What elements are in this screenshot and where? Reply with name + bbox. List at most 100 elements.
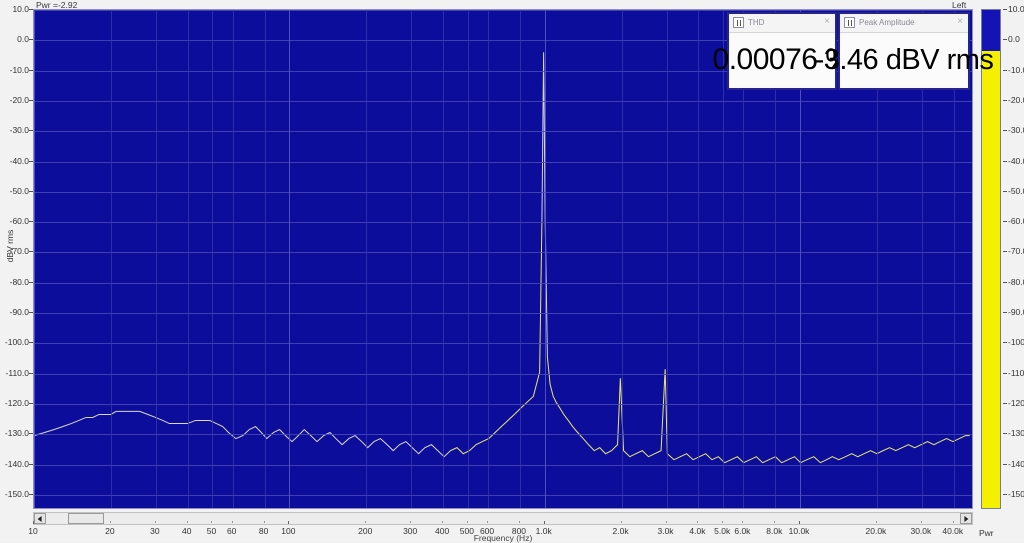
- y-axis-right-tick-label: -10.0: [1008, 64, 1024, 75]
- y-axis-tick-label: -30.0: [9, 125, 29, 136]
- grid-line-vertical: [366, 10, 368, 508]
- y-axis-tick-label: 0.0: [17, 34, 29, 45]
- x-axis-tick-label: 10.0k: [788, 526, 810, 536]
- y-axis-right-tick-mark: [1003, 251, 1007, 253]
- y-axis-tick-mark: [29, 463, 33, 465]
- y-axis: dBV rms 10.0 0.0 -10.0 -20.0 -30.0 -40.0 -50.0…: [0, 4, 33, 509]
- y-axis-tick-label: -50.0: [9, 185, 29, 196]
- x-axis-tick-label: 4.0k: [689, 526, 706, 536]
- y-axis-right-tick-label: 0.0: [1008, 34, 1020, 45]
- y-axis-tick-mark: [29, 160, 33, 162]
- grid-line-horizontal: [34, 222, 972, 224]
- y-axis-tick-label: -70.0: [9, 246, 29, 257]
- grid-line-vertical: [723, 10, 725, 508]
- x-axis-tick-mark: [952, 521, 954, 523]
- y-axis-tick-mark: [29, 281, 33, 283]
- grid-line-horizontal: [34, 373, 972, 375]
- scrollbar-thumb[interactable]: [68, 513, 104, 524]
- grid-line-horizontal: [34, 464, 972, 466]
- x-axis-tick-label: 200: [358, 526, 373, 536]
- grid-line-horizontal: [34, 252, 972, 254]
- grid-line-horizontal: [34, 70, 972, 72]
- y-axis-right-tick-mark: [1003, 281, 1007, 283]
- x-axis-tick-mark: [442, 521, 444, 523]
- y-axis-right-tick-mark: [1003, 99, 1007, 101]
- x-axis-tick-mark: [410, 521, 412, 523]
- x-axis-tick-label: 500: [459, 526, 474, 536]
- y-axis-right-tick-mark: [1003, 221, 1007, 223]
- thd-panel-titlebar: THD ×: [729, 14, 835, 33]
- x-axis-tick-mark: [154, 521, 156, 523]
- y-axis-tick-label: -150.0: [4, 488, 29, 499]
- spectrum-plot[interactable]: [33, 9, 973, 509]
- x-axis-tick-mark: [186, 521, 188, 523]
- thd-meter-panel[interactable]: THD × 0.00076 %: [712, 12, 852, 90]
- y-axis-right-tick-label: -150.0: [1008, 488, 1024, 499]
- thd-value: 0.00076 %: [712, 43, 852, 76]
- grid-line-vertical: [411, 10, 413, 508]
- y-axis-right-tick-mark: [1003, 39, 1007, 41]
- y-axis-right-tick-label: -60.0: [1008, 216, 1024, 227]
- grid-line-horizontal: [34, 494, 972, 496]
- y-axis-tick-mark: [29, 221, 33, 223]
- y-axis-right-tick-mark: [1003, 372, 1007, 374]
- grid-line-horizontal: [34, 131, 972, 133]
- x-axis-tick-label: 2.0k: [612, 526, 629, 536]
- y-axis-right: 10.0 0.0 -10.0 -20.0 -30.0 -40.0 -50.0 -60.0 -70…: [1003, 4, 1024, 509]
- x-axis-tick-label: 1.0k: [535, 526, 552, 536]
- x-axis-tick-mark: [543, 521, 545, 524]
- y-axis-right-tick-mark: [1003, 190, 1007, 192]
- grid-line-vertical: [775, 10, 777, 508]
- y-axis-tick-mark: [29, 342, 33, 344]
- x-axis-tick-mark: [742, 521, 744, 523]
- x-axis-tick-mark: [799, 521, 801, 524]
- y-axis-tick-label: -140.0: [4, 458, 29, 469]
- grid-line-vertical: [289, 10, 291, 508]
- y-axis-right-tick-label: 10.0: [1008, 4, 1024, 14]
- close-icon[interactable]: ×: [824, 16, 830, 27]
- y-axis-right-tick-label: -50.0: [1008, 185, 1024, 196]
- grid-line-vertical: [953, 10, 955, 508]
- x-axis-tick-mark: [665, 521, 667, 523]
- y-axis-tick-mark: [29, 39, 33, 41]
- x-axis-tick-mark: [920, 521, 922, 523]
- grid-line-vertical: [921, 10, 923, 508]
- x-axis-tick-label: 8.0k: [766, 526, 783, 536]
- peak-amplitude-meter-panel[interactable]: Peak Amplitude × -3.46 dBV rms: [814, 12, 994, 90]
- y-axis-tick-label: -90.0: [9, 307, 29, 318]
- thd-panel-title: THD: [748, 18, 765, 27]
- grid-line-horizontal: [34, 161, 972, 163]
- scroll-left-button[interactable]: [34, 513, 46, 524]
- grid-line-vertical: [519, 10, 521, 508]
- meter-icon: [733, 17, 744, 28]
- plot-area[interactable]: [33, 9, 973, 509]
- close-icon[interactable]: ×: [957, 16, 963, 27]
- grid-line-vertical: [743, 10, 745, 508]
- level-meter-label: Pwr: [979, 528, 994, 538]
- y-axis-right-tick-label: -120.0: [1008, 397, 1024, 408]
- grid-line-vertical: [232, 10, 234, 508]
- trace-segment: [546, 357, 970, 464]
- level-meter: [981, 9, 1001, 509]
- horizontal-scrollbar[interactable]: [33, 512, 973, 525]
- x-axis-tick-mark: [487, 521, 489, 523]
- scroll-right-button[interactable]: [960, 513, 972, 524]
- x-axis-label: Frequency (Hz): [473, 533, 533, 543]
- y-axis-tick-label: 10.0: [12, 4, 29, 14]
- y-axis-right-tick-mark: [1003, 130, 1007, 132]
- y-axis-tick-mark: [29, 190, 33, 192]
- y-axis-right-tick-label: -20.0: [1008, 94, 1024, 105]
- x-axis-tick-label: 10: [28, 526, 38, 536]
- x-axis-tick-label: 40: [182, 526, 192, 536]
- y-axis-tick-label: -60.0: [9, 216, 29, 227]
- grid-line-vertical: [876, 10, 878, 508]
- x-axis-tick-label: 400: [434, 526, 450, 536]
- x-axis-tick-label: 30.0k: [910, 526, 932, 536]
- pwr-readout: Pwr =-2.92: [36, 0, 78, 10]
- grid-line-horizontal: [34, 313, 972, 315]
- spectrum-trace: [34, 52, 970, 464]
- grid-line-vertical: [34, 10, 35, 508]
- x-axis-tick-label: 100: [281, 526, 296, 536]
- y-axis-right-tick-label: -140.0: [1008, 458, 1024, 469]
- peak-amplitude-value: -3.46 dBV rms: [814, 43, 994, 76]
